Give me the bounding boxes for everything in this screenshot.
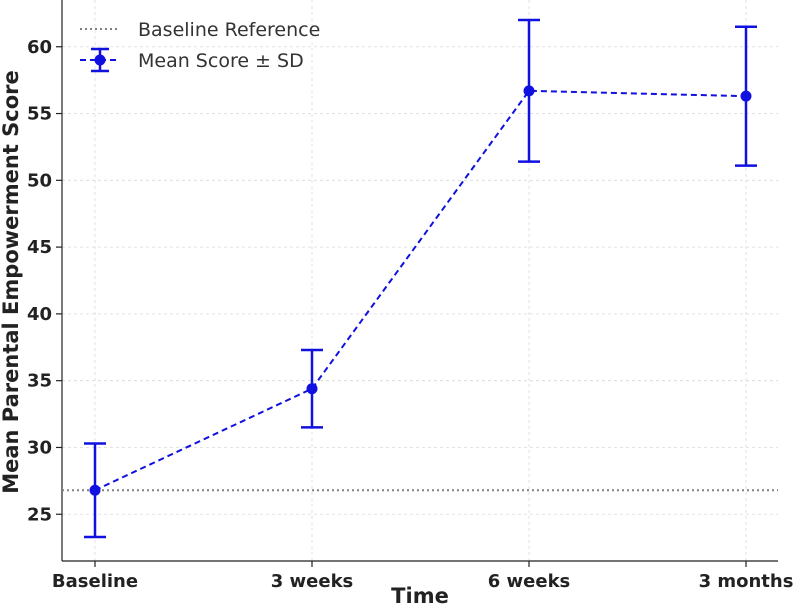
y-tick-label-45: 45 (27, 237, 52, 258)
y-tick-label-25: 25 (27, 504, 52, 525)
x-axis-title: Time (391, 584, 449, 608)
x-tick-label-3-weeks: 3 weeks (271, 571, 354, 592)
y-tick-label-30: 30 (27, 437, 52, 458)
legend-label-mean-score: Mean Score ± SD (138, 50, 304, 72)
y-tick-label-40: 40 (27, 304, 52, 325)
legend-label-baseline-reference: Baseline Reference (138, 19, 320, 41)
data-point-baseline (89, 484, 101, 496)
y-axis-title: Mean Parental Empowerment Score (0, 70, 23, 494)
y-tick-label-50: 50 (27, 170, 52, 191)
data-point-6-weeks (523, 85, 535, 97)
data-point-3-months (740, 90, 752, 102)
legend: Baseline Reference Mean Score ± SD (80, 19, 320, 73)
mean-score-line (94, 89, 747, 492)
y-tick-label-60: 60 (27, 37, 52, 58)
grid (62, 0, 778, 561)
series (84, 18, 757, 539)
legend-swatch-mean-score (80, 47, 120, 73)
y-ticks: 25 30 35 40 45 50 55 60 (27, 37, 62, 525)
y-tick-label-35: 35 (27, 371, 52, 392)
y-tick-label-55: 55 (27, 104, 52, 125)
data-point-3-weeks (306, 383, 318, 395)
x-ticks: Baseline 3 weeks 6 weeks 3 months (52, 561, 794, 592)
axes (61, 0, 778, 562)
x-tick-label-6-weeks: 6 weeks (488, 571, 571, 592)
x-tick-label-baseline: Baseline (52, 571, 138, 592)
x-tick-label-3-months: 3 months (699, 571, 794, 592)
